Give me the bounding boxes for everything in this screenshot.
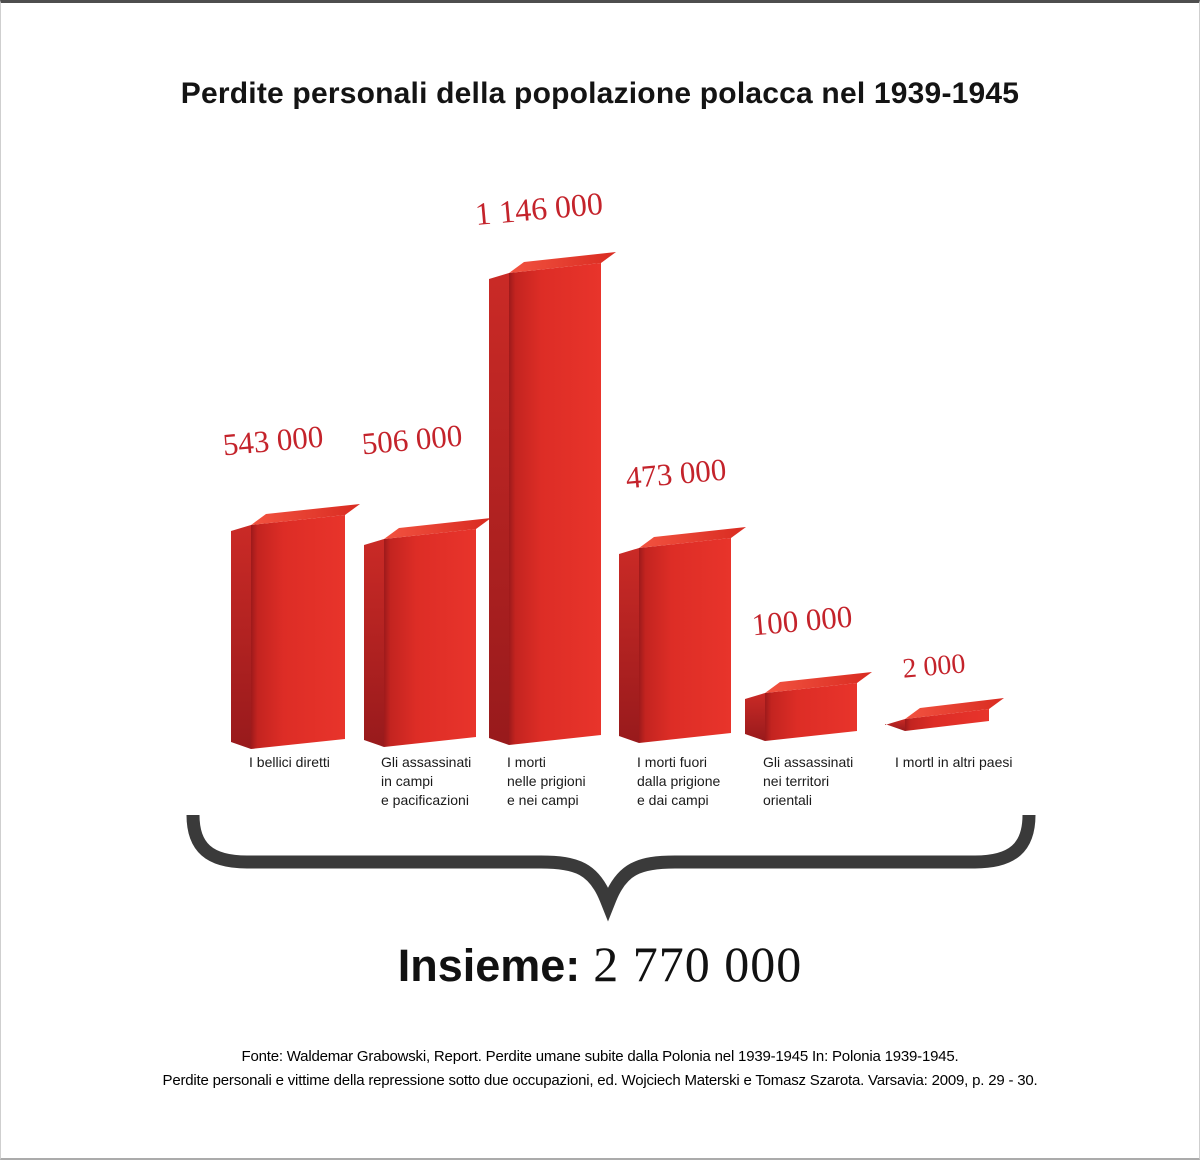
bar-face — [384, 529, 476, 747]
bar-category-label: Gli assassinati nei territori orientali — [763, 753, 893, 810]
total-label: Insieme: — [397, 940, 581, 991]
bar-face — [639, 538, 731, 743]
bar-category-label-line: I mortl in altri paesi — [895, 754, 1013, 770]
bars-3d-graphic — [186, 252, 1036, 922]
bar-face — [765, 672, 872, 693]
bar-face — [231, 525, 251, 749]
bar-category-label: I mortl in altri paesi — [895, 753, 1025, 772]
bar-category-label-line: orientali — [763, 792, 813, 808]
bar-category-label-line: e nei campi — [507, 792, 579, 808]
bar-category-label-line: I morti — [507, 754, 546, 770]
bar-category-label: I bellici diretti — [249, 753, 379, 772]
bar-category-label-line: nei territori — [763, 773, 830, 789]
bar-category-label-line: nelle prigioni — [507, 773, 586, 789]
bar-face — [905, 709, 989, 731]
source-line-2: Perdite personali e vittime della repres… — [162, 1072, 1038, 1089]
source-note: Fonte: Waldemar Grabowski, Report. Perdi… — [1, 1045, 1199, 1093]
bar-face — [384, 518, 491, 539]
bar-face — [639, 527, 746, 548]
bar-category-label: Gli assassinati in campi e pacificazioni — [381, 753, 511, 810]
bar-face — [251, 515, 345, 749]
bar-value-label: 2 000 — [901, 648, 967, 685]
bar-category-label-line: Gli assassinati — [763, 754, 854, 770]
bar-face — [765, 683, 857, 741]
bar-category-label-line: I bellici diretti — [249, 754, 330, 770]
brace-graphic — [186, 814, 1036, 922]
bar-face — [885, 719, 905, 731]
bar-face — [745, 693, 765, 741]
bar-face — [509, 263, 601, 745]
total-row: Insieme: 2 770 000 — [1, 935, 1199, 993]
chart-title: Perdite personali della popolazione pola… — [180, 77, 1020, 110]
bar-face — [509, 252, 616, 273]
bar-face — [619, 548, 639, 743]
bar-face — [489, 273, 509, 745]
bar-category-label: I morti nelle prigioni e nei campi — [507, 753, 637, 810]
bar-category-label: I morti fuori dalla prigione e dai campi — [637, 753, 767, 810]
bar-face — [364, 539, 384, 747]
total-value: 2 770 000 — [593, 936, 803, 992]
bar-face — [905, 698, 1004, 719]
bar-category-label-line: e dai campi — [637, 792, 709, 808]
bar-face — [251, 504, 360, 525]
bar-category-label-line: e pacificazioni — [381, 792, 469, 808]
bar-category-label-line: I morti fuori — [637, 754, 708, 770]
source-line-1: Fonte: Waldemar Grabowski, Report. Perdi… — [241, 1048, 959, 1065]
bar-category-label-line: Gli assassinati — [381, 754, 472, 770]
bar-category-label-line: dalla prigione — [637, 773, 721, 789]
bar-category-label-line: in campi — [381, 773, 434, 789]
